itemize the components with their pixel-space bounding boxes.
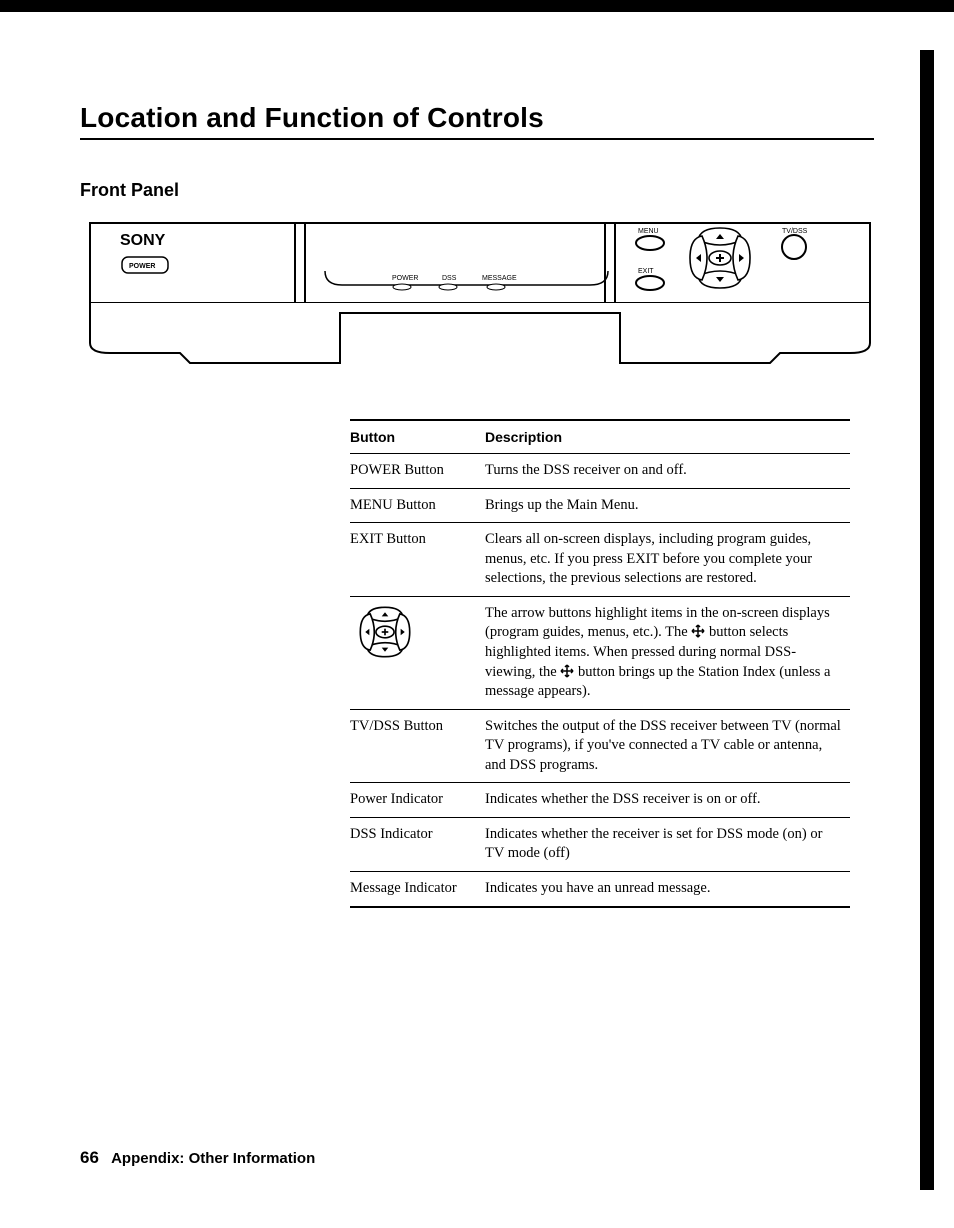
page-title: Location and Function of Controls (80, 102, 874, 140)
menu-label: MENU (638, 228, 659, 235)
table-row: EXIT ButtonClears all on-screen displays… (350, 523, 850, 597)
footer-text: Appendix: Other Information (111, 1150, 315, 1167)
button-cell: POWER Button (350, 454, 485, 489)
description-cell: Turns the DSS receiver on and off. (485, 454, 850, 489)
button-cell: Power Indicator (350, 783, 485, 818)
table-row: The arrow buttons highlight items in the… (350, 596, 850, 709)
indicator-dss-label: DSS (442, 275, 457, 282)
front-panel-diagram: SONY POWER POWER DSS MESSAGE MENU EXIT (80, 213, 880, 373)
description-cell: The arrow buttons highlight items in the… (485, 596, 850, 709)
indicator-power-label: POWER (392, 275, 418, 282)
menu-button (636, 236, 664, 250)
plus-glyph-icon (691, 624, 705, 638)
section-heading: Front Panel (80, 180, 874, 201)
page-number: 66 (80, 1148, 99, 1167)
table-row: TV/DSS ButtonSwitches the output of the … (350, 709, 850, 783)
button-cell: DSS Indicator (350, 817, 485, 871)
table-row: DSS IndicatorIndicates whether the recei… (350, 817, 850, 871)
controls-table: Button Description POWER ButtonTurns the… (350, 419, 850, 908)
tvdss-button (782, 235, 806, 259)
button-cell: Message Indicator (350, 872, 485, 907)
power-button-label: POWER (129, 263, 155, 270)
button-cell (350, 596, 485, 709)
button-cell: TV/DSS Button (350, 709, 485, 783)
description-cell: Brings up the Main Menu. (485, 488, 850, 523)
page-footer: 66 Appendix: Other Information (80, 1148, 315, 1168)
col-button: Button (350, 420, 485, 454)
exit-button (636, 276, 664, 290)
description-cell: Clears all on-screen displays, including… (485, 523, 850, 597)
device-svg: SONY POWER POWER DSS MESSAGE MENU EXIT (80, 213, 880, 373)
table-row: Message IndicatorIndicates you have an u… (350, 872, 850, 907)
tvdss-label: TV/DSS (782, 228, 808, 235)
page: Location and Function of Controls Front … (0, 0, 954, 1228)
brand-label: SONY (120, 232, 166, 249)
table-row: POWER ButtonTurns the DSS receiver on an… (350, 454, 850, 489)
plus-glyph-icon (560, 664, 574, 678)
description-cell: Indicates whether the DSS receiver is on… (485, 783, 850, 818)
button-cell: MENU Button (350, 488, 485, 523)
exit-label: EXIT (638, 268, 654, 275)
description-cell: Indicates you have an unread message. (485, 872, 850, 907)
arrow-pad (690, 228, 750, 288)
button-cell: EXIT Button (350, 523, 485, 597)
description-cell: Indicates whether the receiver is set fo… (485, 817, 850, 871)
arrow-pad-icon (350, 604, 420, 660)
indicator-message-label: MESSAGE (482, 275, 517, 282)
table-row: Power IndicatorIndicates whether the DSS… (350, 783, 850, 818)
table-row: MENU ButtonBrings up the Main Menu. (350, 488, 850, 523)
col-description: Description (485, 420, 850, 454)
description-cell: Switches the output of the DSS receiver … (485, 709, 850, 783)
